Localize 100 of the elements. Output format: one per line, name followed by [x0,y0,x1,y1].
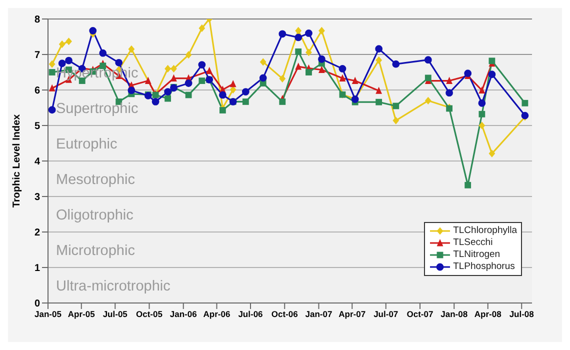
x-tick-label: Jan-06 [170,309,198,320]
point [65,56,72,64]
point [424,96,432,104]
x-tick-label: Oct-07 [406,309,434,320]
point [376,98,382,106]
x-tick-label: Jan-07 [305,309,332,320]
point [164,95,171,102]
point [446,76,452,84]
point [478,122,486,130]
point [128,86,136,94]
y-tick-label: 2 [34,228,40,239]
point [198,61,206,68]
point [185,92,192,98]
point [424,56,432,64]
point [48,84,56,92]
point [128,45,135,53]
y-tick-label: 1 [34,263,40,274]
point [185,51,192,59]
point [48,69,56,76]
point [279,98,286,105]
y-tick-label: 3 [34,192,40,204]
point [99,49,107,57]
point [198,78,206,84]
point [376,56,382,64]
point [306,48,312,56]
legend-label: TLSecchi [453,237,493,249]
legend-label: TLChlorophylla [453,225,517,237]
point [464,182,472,188]
point [488,150,496,158]
point [184,80,192,87]
y-tick-label: 5 [34,121,40,132]
point [305,30,312,37]
point [306,69,312,76]
x-tick-label: Apr-08 [474,309,502,320]
legend-label: TLNitrogen [453,249,500,261]
point [230,80,236,88]
point [522,100,528,106]
point [242,98,249,105]
x-tick-label: Oct-06 [271,309,298,320]
point [259,74,267,82]
point [144,76,152,84]
point [375,45,383,53]
point [392,102,400,110]
x-tick-label: Jan-05 [34,309,62,320]
y-tick-label: 4 [34,156,40,168]
band-label: Oligotrophic [56,207,134,224]
point [278,30,286,38]
point [89,27,97,34]
band-label: Ultra-microtrophic [56,278,170,294]
point [488,70,496,78]
x-tick-label: Jul-07 [374,309,398,320]
point [318,26,325,35]
point [424,74,432,82]
x-tick-label: Jul-08 [509,309,534,320]
band-label: Eutrophic [56,136,118,152]
point [318,55,326,63]
y-tick-label: 6 [34,86,40,97]
point [392,60,400,68]
x-tick-label: Apr-05 [68,309,96,320]
x-tick-label: Apr-07 [338,309,366,320]
point [164,64,171,72]
point [206,66,213,74]
point [478,86,486,94]
point [295,62,302,70]
band-label: Supertrophic [56,100,138,117]
point [352,76,358,84]
point [48,106,56,114]
point [294,34,302,42]
x-tick-label: Jul-05 [102,309,128,320]
x-tick-label: Jan-08 [440,309,468,320]
point [318,66,325,73]
x-tick-label: Oct-05 [136,309,163,320]
point [66,38,72,46]
point [338,65,346,72]
point [446,89,453,97]
point [260,58,266,66]
legend-label: TLPhosphorus [453,261,515,273]
point [58,60,66,68]
point [48,60,56,68]
point [488,58,496,64]
point [339,74,346,82]
point [242,88,250,96]
y-tick-label: 7 [34,50,40,62]
point [295,48,302,55]
point [478,110,486,118]
y-tick-label: 8 [34,14,40,26]
point [392,116,400,124]
point [170,74,177,82]
point [219,107,226,114]
point [164,88,172,96]
point [152,98,160,106]
x-tick-label: Apr-06 [203,309,230,320]
x-tick-label: Jul-06 [238,309,264,320]
point [295,26,302,35]
point [478,99,486,107]
band-label: Mesotrophic [56,172,135,188]
point [198,24,206,32]
point [58,40,66,48]
point [115,58,123,66]
band-label: Microtrophic [56,242,135,259]
